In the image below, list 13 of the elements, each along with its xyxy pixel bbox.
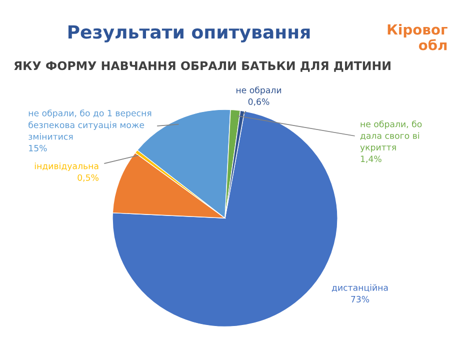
slice-label: індивідуальна xyxy=(34,162,98,171)
data-label: 73% xyxy=(351,296,370,302)
slice-label: не обрали xyxy=(236,86,282,95)
chart-subtitle: ЯКУ ФОРМУ НАВЧАННЯ ОБРАЛИ БАТЬКИ ДЛЯ ДИТИНИ xyxy=(14,61,390,72)
slice-label: не обрали, бо до 1 вересня безпекова ситуація може змінитися xyxy=(28,110,152,140)
chart-title: Результати опитування xyxy=(68,25,310,42)
data-label: 0,6% xyxy=(248,98,270,106)
slice-label: дистанційна xyxy=(332,284,388,292)
data-label: 0,5% xyxy=(78,174,99,182)
slice-label: не обрали, бо дала свого ві укриття xyxy=(360,120,422,152)
data-label: 1,4% xyxy=(360,156,382,163)
data-label: 15% xyxy=(29,144,47,152)
text: Кіровог обл xyxy=(388,24,448,50)
